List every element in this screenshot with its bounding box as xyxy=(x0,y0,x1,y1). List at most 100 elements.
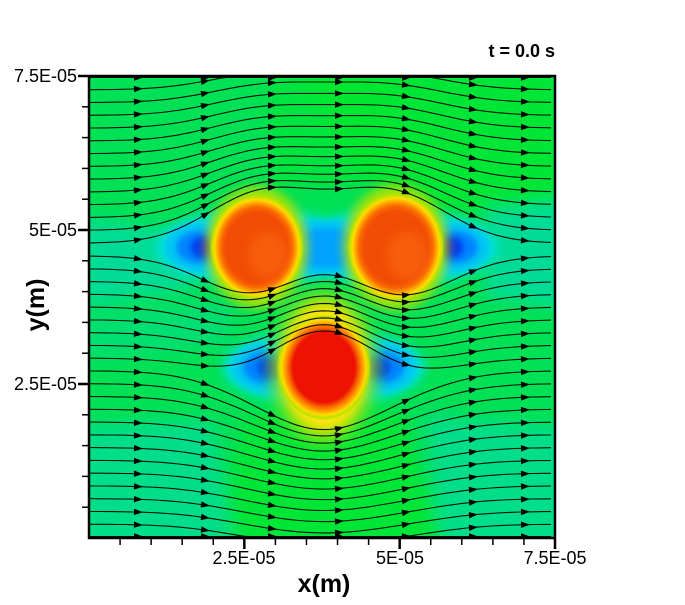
arrowhead-icon xyxy=(520,149,530,156)
arrowhead-icon xyxy=(520,267,530,275)
y-tick-7.5e-05: 7.5E-05 xyxy=(14,66,77,86)
arrowhead-icon xyxy=(334,171,344,178)
arrowhead-icon xyxy=(267,457,277,464)
arrowhead-icon xyxy=(468,80,478,88)
arrowhead-icon xyxy=(468,387,478,394)
lower-center-cell xyxy=(276,314,371,421)
arrowhead-icon xyxy=(468,154,478,161)
arrowhead-icon xyxy=(401,92,411,100)
arrowhead-icon xyxy=(401,462,411,470)
arrowhead-icon xyxy=(520,199,530,207)
arrowhead-icon xyxy=(334,308,344,315)
arrowhead-icon xyxy=(133,212,143,219)
arrowhead-icon xyxy=(267,123,277,131)
arrowhead-icon xyxy=(267,293,277,300)
arrowhead-icon xyxy=(334,475,344,482)
arrowhead-icon xyxy=(520,161,530,169)
arrowhead-icon xyxy=(468,436,478,444)
arrowhead-icon xyxy=(200,488,210,496)
arrowhead-icon xyxy=(267,524,277,532)
arrowhead-icon xyxy=(401,173,411,180)
arrowhead-icon xyxy=(401,323,411,331)
arrowhead-icon xyxy=(401,104,411,111)
arrowhead-icon xyxy=(133,432,143,439)
arrowhead-icon xyxy=(468,524,478,531)
y-tick-5e-05: 5E-05 xyxy=(29,220,77,240)
arrowhead-icon xyxy=(401,181,411,188)
x-tick-5e-05: 5E-05 xyxy=(376,548,424,568)
arrowhead-icon xyxy=(133,136,143,144)
arrowhead-icon xyxy=(401,474,411,481)
arrowhead-icon xyxy=(267,332,277,339)
plot-title: t = 0.0 s xyxy=(488,41,555,61)
x-tick-2.5e-05: 2.5E-05 xyxy=(212,548,275,568)
arrowhead-icon xyxy=(401,451,411,458)
arrowhead-icon xyxy=(520,508,530,516)
axis-ticks xyxy=(78,74,557,549)
arrowhead-icon xyxy=(200,476,210,483)
arrowhead-icon xyxy=(468,325,478,332)
arrowhead-icon xyxy=(468,349,478,356)
arrowhead-icon xyxy=(133,149,143,156)
arrowhead-icon xyxy=(520,419,530,427)
arrowhead-icon xyxy=(200,161,210,168)
arrowhead-icon xyxy=(401,497,411,505)
arrowhead-icon xyxy=(133,343,143,350)
arrowhead-icon xyxy=(267,177,277,185)
arrowhead-icon xyxy=(267,513,277,520)
arrowhead-icon xyxy=(520,212,530,219)
arrowhead-icon xyxy=(200,276,210,283)
arrowhead-icon xyxy=(401,360,411,367)
arrowhead-icon xyxy=(520,98,530,105)
arrowhead-icon xyxy=(267,300,277,307)
arrowhead-icon xyxy=(200,513,210,521)
arrowhead-icon xyxy=(335,78,344,86)
arrowhead-icon xyxy=(267,347,277,355)
arrowhead-icon xyxy=(133,394,143,401)
arrowhead-icon xyxy=(133,280,143,287)
arrowhead-icon xyxy=(468,269,478,276)
arrowhead-icon xyxy=(401,292,411,299)
arrowhead-icon xyxy=(401,509,411,517)
arrowhead-icon xyxy=(334,90,344,97)
arrowhead-icon xyxy=(401,146,411,153)
arrowhead-icon xyxy=(468,461,478,469)
arrowhead-icon xyxy=(468,93,478,100)
arrowhead-icon xyxy=(133,237,143,244)
arrowhead-icon xyxy=(200,339,210,346)
arrowhead-icon xyxy=(468,130,478,137)
arrowhead-icon xyxy=(133,161,143,169)
arrowhead-icon xyxy=(200,362,210,369)
arrowhead-icon xyxy=(401,306,411,314)
arrowhead-icon xyxy=(468,142,478,149)
arrowhead-icon xyxy=(468,399,478,406)
contour-field xyxy=(89,76,555,538)
arrowhead-icon xyxy=(468,486,478,494)
arrowhead-icon xyxy=(334,518,344,525)
arrowhead-icon xyxy=(468,291,478,298)
arrowhead-icon xyxy=(200,328,210,335)
arrowhead-icon xyxy=(334,143,344,151)
arrowhead-icon xyxy=(133,470,143,477)
arrowhead-icon xyxy=(520,111,530,118)
arrowhead-icon xyxy=(520,457,530,465)
arrowhead-icon xyxy=(468,474,478,481)
arrowhead-icon xyxy=(200,403,210,410)
arrowhead-icon xyxy=(267,170,277,178)
arrowhead-icon xyxy=(334,153,344,160)
arrowhead-icon xyxy=(267,410,277,418)
arrowhead-icon xyxy=(334,485,344,493)
arrowhead-icon xyxy=(200,138,210,145)
arrowhead-icon xyxy=(267,324,277,331)
arrowhead-icon xyxy=(133,508,143,516)
arrowhead-icon xyxy=(200,103,210,110)
arrowhead-icon xyxy=(267,490,277,497)
arrowhead-icon xyxy=(267,144,277,151)
arrowhead-icon xyxy=(401,351,411,358)
arrowhead-icon xyxy=(200,464,210,471)
y-axis-label: y(m) xyxy=(22,279,50,332)
arrowhead-icon xyxy=(200,285,210,292)
arrowhead-icon xyxy=(200,183,210,190)
arrowhead-icon xyxy=(200,526,210,533)
arrowhead-icon xyxy=(334,456,344,463)
